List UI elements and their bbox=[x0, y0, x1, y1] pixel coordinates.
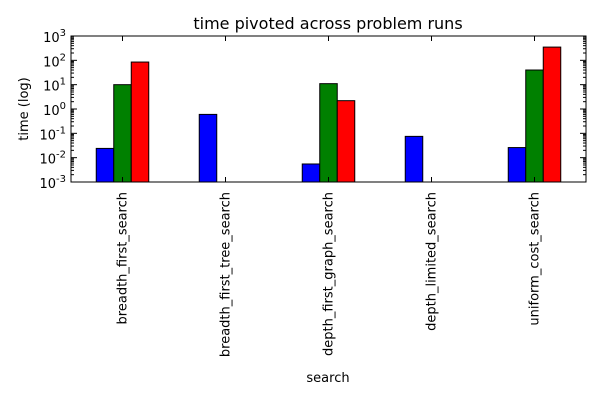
plot-frame bbox=[70, 35, 587, 183]
bar-breadth_first_search-series-2 bbox=[113, 84, 132, 183]
ticks-layer: breadth_first_search breadth_first_tree_s… bbox=[39, 28, 586, 357]
bar-breadth_first_tree_search-series-1 bbox=[198, 113, 218, 183]
bar-depth_first_graph_search-series-3 bbox=[336, 100, 356, 183]
bar-uniform_cost_search-series-2 bbox=[525, 69, 544, 183]
y-axis-label: time (log) bbox=[17, 77, 32, 140]
x-tick-label: breadth_first_tree_search bbox=[219, 192, 234, 357]
y-tick-label: 10-2 bbox=[39, 150, 66, 168]
bar-breadth_first_search-series-3 bbox=[130, 61, 150, 183]
x-tick-label: uniform_cost_search bbox=[528, 192, 543, 326]
chart-title: time pivoted across problem runs bbox=[193, 14, 462, 33]
x-axis-label: search bbox=[306, 371, 349, 386]
y-tick-label: 101 bbox=[43, 77, 66, 95]
bar-depth_limited_search-series-1 bbox=[404, 135, 424, 183]
bar-depth_first_graph_search-series-1 bbox=[301, 163, 321, 183]
bar-breadth_first_search-series-1 bbox=[95, 147, 115, 183]
y-tick-label: 10-3 bbox=[39, 174, 66, 192]
y-tick-label: 103 bbox=[43, 28, 66, 46]
bar-uniform_cost_search-series-1 bbox=[507, 147, 527, 183]
x-tick-label: depth_limited_search bbox=[425, 192, 440, 331]
bar-uniform_cost_search-series-3 bbox=[542, 46, 562, 183]
x-tick-label: breadth_first_search bbox=[116, 192, 131, 324]
y-tick-label: 102 bbox=[43, 52, 66, 70]
y-tick-label: 100 bbox=[43, 101, 66, 119]
bars-layer bbox=[95, 46, 562, 183]
x-tick-label: depth_first_graph_search bbox=[322, 192, 337, 356]
bar-depth_first_graph_search-series-2 bbox=[319, 83, 338, 183]
y-tick-label: 10-1 bbox=[39, 125, 66, 143]
